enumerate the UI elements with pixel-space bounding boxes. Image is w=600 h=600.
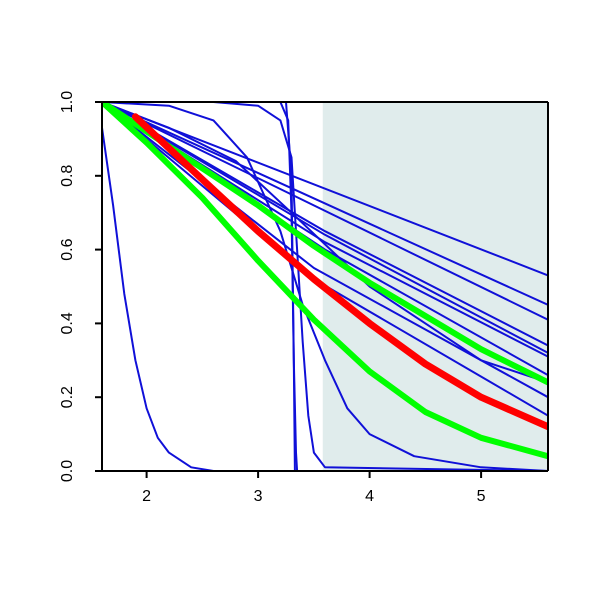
series-line-2 xyxy=(102,102,548,306)
series-line-18 xyxy=(131,113,548,431)
x-tick-label: 2 xyxy=(142,488,151,505)
x-tick-label: 3 xyxy=(254,488,263,505)
y-tick-label: 0.6 xyxy=(59,238,76,260)
series-line-11 xyxy=(102,102,548,471)
series-line-4 xyxy=(102,102,548,347)
y-tick-label: 0.0 xyxy=(59,460,76,482)
series-line-15 xyxy=(102,126,548,471)
y-tick-label: 0.8 xyxy=(59,165,76,187)
axis-layer: 2 3 4 5 0.0 0.2 0.4 0.6 0.8 1.0 xyxy=(59,91,549,505)
y-tick-label: 0.2 xyxy=(59,386,76,408)
series-layer xyxy=(102,102,548,471)
series-line-12 xyxy=(102,102,548,471)
y-tick-label: 0.4 xyxy=(59,312,76,334)
series-line-14 xyxy=(102,102,548,471)
series-line-5 xyxy=(102,102,548,354)
series-line-3 xyxy=(102,102,548,321)
y-tick-label: 1.0 xyxy=(59,91,76,113)
x-tick-label: 4 xyxy=(365,488,374,505)
x-tick-label: 5 xyxy=(477,488,486,505)
series-line-17 xyxy=(102,102,548,460)
series-line-8 xyxy=(102,102,548,399)
